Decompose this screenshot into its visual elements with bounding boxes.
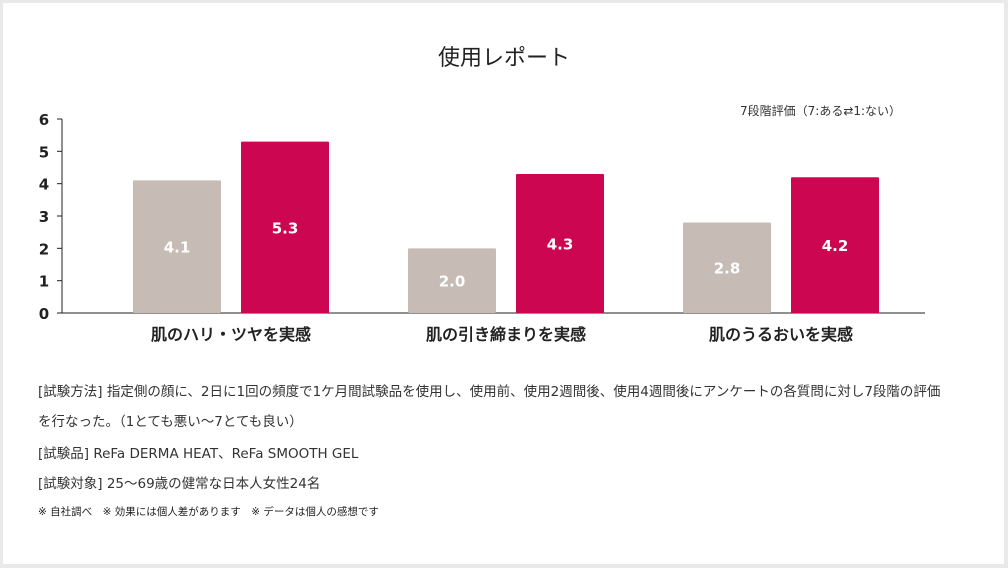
bar	[133, 180, 221, 313]
category-label: 肌の引き締まりを実感	[426, 325, 586, 344]
y-tick-label: 0	[39, 305, 49, 323]
y-tick-label: 5	[39, 143, 49, 161]
bar	[683, 222, 771, 313]
method-line-2: を行なった。（1とても悪い〜7とても良い）	[38, 414, 303, 430]
data-label: 4.3	[547, 235, 574, 253]
category-label: 肌のうるおいを実感	[709, 325, 853, 344]
y-tick-label: 1	[39, 273, 49, 291]
category-label: 肌のハリ・ツヤを実感	[151, 325, 311, 344]
bar	[241, 141, 329, 313]
disclaimer: ※ 自社調べ ※ 効果には個人差があります ※ データは個人の感想です	[38, 506, 379, 518]
bar	[516, 173, 604, 313]
subjects-note: [試験対象] 25〜69歳の健常な日本人女性24名	[38, 476, 321, 492]
data-label: 5.3	[272, 219, 299, 237]
y-tick-label: 4	[39, 176, 49, 194]
y-tick-label: 6	[39, 111, 49, 129]
page-title: 使用レポート	[437, 46, 570, 71]
data-label: 4.2	[822, 237, 849, 255]
bar	[408, 248, 496, 313]
data-label: 4.1	[164, 239, 191, 257]
data-label: 2.8	[714, 260, 741, 278]
bar-chart: 0 1 2 3 4 5 6 4.1 5.3 肌のハリ・ツヤを実感 2.0 4.3 肌の引き締まりを実感 2…	[39, 111, 925, 344]
bar	[791, 177, 879, 313]
method-line-1: [試験方法] 指定側の顔に、2日に1回の頻度で1ケ月間試験品を使用し、使用前、使…	[38, 384, 941, 400]
scale-note: 7段階評価（7:ある⇄1:ない）	[740, 104, 902, 118]
y-tick-label: 2	[39, 240, 49, 258]
y-tick-label: 3	[39, 208, 49, 226]
products-note: [試験品] ReFa DERMA HEAT、ReFa SMOOTH GEL	[38, 446, 359, 462]
data-label: 2.0	[439, 273, 466, 291]
